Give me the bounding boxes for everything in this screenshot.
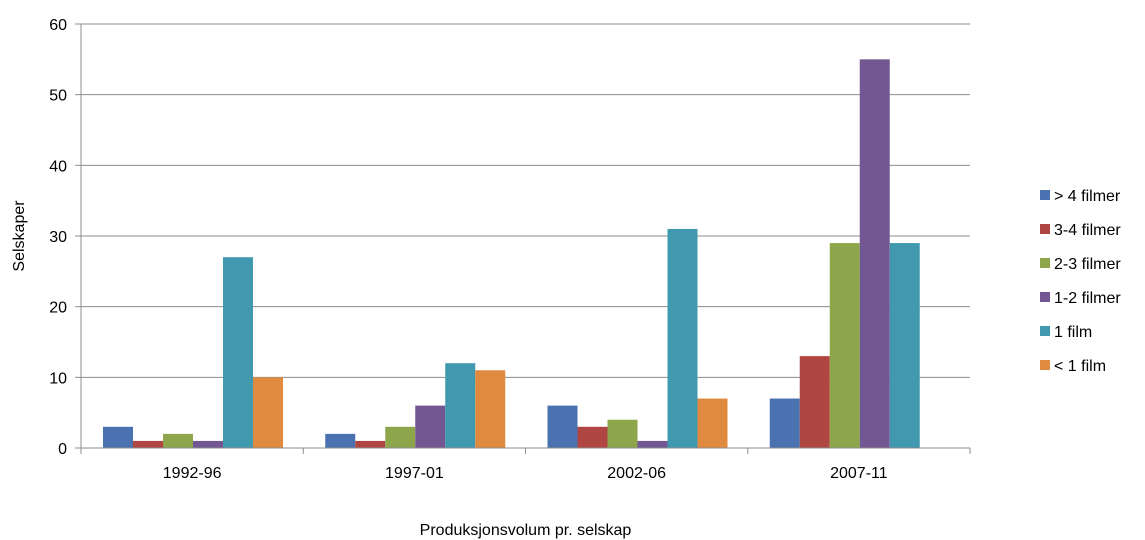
x-tick-label: 2002-06 (607, 465, 666, 482)
bar (698, 399, 728, 448)
bar (385, 427, 415, 448)
legend-label: 1 film (1054, 324, 1092, 341)
bar (253, 377, 283, 448)
legend-swatch (1040, 292, 1050, 302)
bar (223, 257, 253, 448)
bar (860, 59, 890, 448)
legend-swatch (1040, 224, 1050, 234)
y-tick-label: 50 (49, 88, 67, 105)
y-tick-label: 20 (49, 300, 67, 317)
bar (163, 434, 193, 448)
legend: > 4 filmer 3-4 filmer 2-3 filmer 1-2 filmer… (1040, 188, 1121, 375)
bar (548, 406, 578, 448)
y-axis-title: Selskaper (11, 200, 28, 272)
bar (415, 406, 445, 448)
x-tick-label: 2007-11 (830, 465, 888, 482)
bar (445, 363, 475, 448)
y-tick-label: 40 (49, 158, 67, 175)
legend-swatch (1040, 190, 1050, 200)
y-tick-label: 60 (49, 17, 67, 34)
bar (668, 229, 698, 448)
bar (103, 427, 133, 448)
bar (193, 441, 223, 448)
bar (800, 356, 830, 448)
y-tick-label: 0 (58, 441, 67, 458)
bar (608, 420, 638, 448)
bars (103, 59, 920, 448)
bar (325, 434, 355, 448)
legend-label: 3-4 filmer (1054, 222, 1121, 239)
bar (770, 399, 800, 448)
legend-label: 1-2 filmer (1054, 290, 1121, 307)
y-tick-label: 10 (49, 370, 67, 387)
legend-swatch (1040, 258, 1050, 268)
legend-label: > 4 filmer (1054, 188, 1121, 205)
y-tick-label: 30 (49, 229, 67, 246)
bar (475, 370, 505, 448)
bar (890, 243, 920, 448)
bar (578, 427, 608, 448)
bar (355, 441, 385, 448)
x-tick-label: 1997-01 (385, 465, 444, 482)
x-tick-label: 1992-96 (163, 465, 222, 482)
legend-swatch (1040, 326, 1050, 336)
x-axis-title: Produksjonsvolum pr. selskap (420, 522, 632, 539)
bar (638, 441, 668, 448)
legend-label: < 1 film (1054, 358, 1106, 375)
legend-label: 2-3 filmer (1054, 256, 1121, 273)
bar (830, 243, 860, 448)
legend-swatch (1040, 360, 1050, 370)
bar (133, 441, 163, 448)
